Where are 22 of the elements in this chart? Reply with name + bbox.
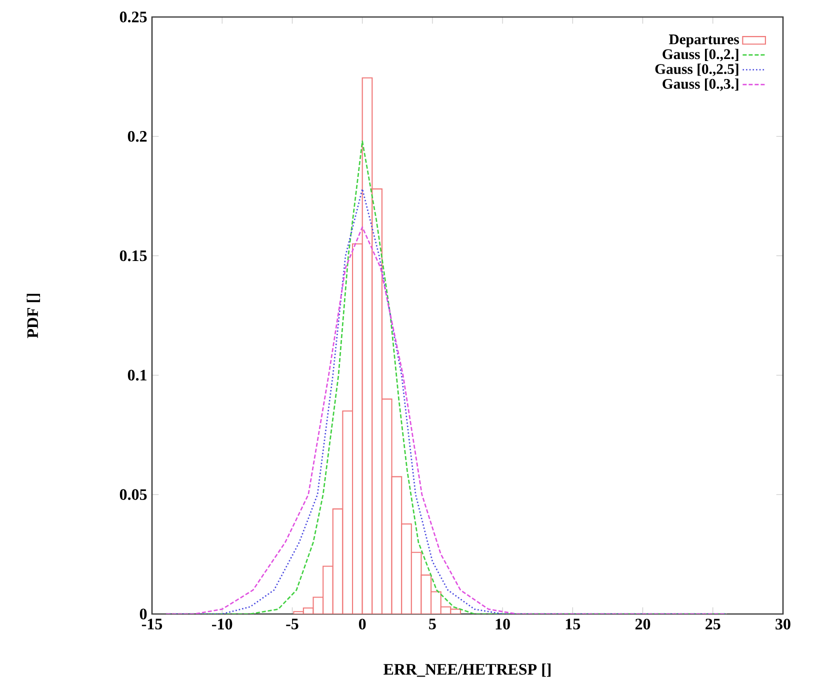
x-tick-label: 20 <box>635 618 650 630</box>
x-tick-label: 30 <box>776 618 790 630</box>
y-tick-label: 0.25 <box>120 12 147 22</box>
x-tick-label: 0 <box>358 618 366 630</box>
x-axis-title: ERR_NEE/HETRESP [] <box>384 663 551 677</box>
x-tick-label: 15 <box>566 618 580 630</box>
y-tick-label: 0.2 <box>128 130 147 142</box>
y-tick-label: 0.05 <box>120 489 147 500</box>
legend-label: Gauss [0.,3.] <box>662 78 738 91</box>
x-tick-label: -15 <box>142 618 162 630</box>
y-axis-title: PDF [] <box>26 294 40 338</box>
legend-label: Gauss [0.,2.5] <box>655 64 738 76</box>
y-tick-label: 0.15 <box>120 250 147 262</box>
x-tick-label: 25 <box>706 618 720 630</box>
x-tick-label: 10 <box>496 618 510 630</box>
x-tick-label: 5 <box>429 618 436 630</box>
x-tick-label: -5 <box>286 618 298 630</box>
y-tick-label: 0 <box>140 608 147 620</box>
x-tick-label: -10 <box>212 618 232 630</box>
legend-label: Gauss [0.,2.] <box>662 48 738 62</box>
y-tick-label: 0.1 <box>128 370 146 381</box>
legend-label: Departures <box>668 34 739 48</box>
